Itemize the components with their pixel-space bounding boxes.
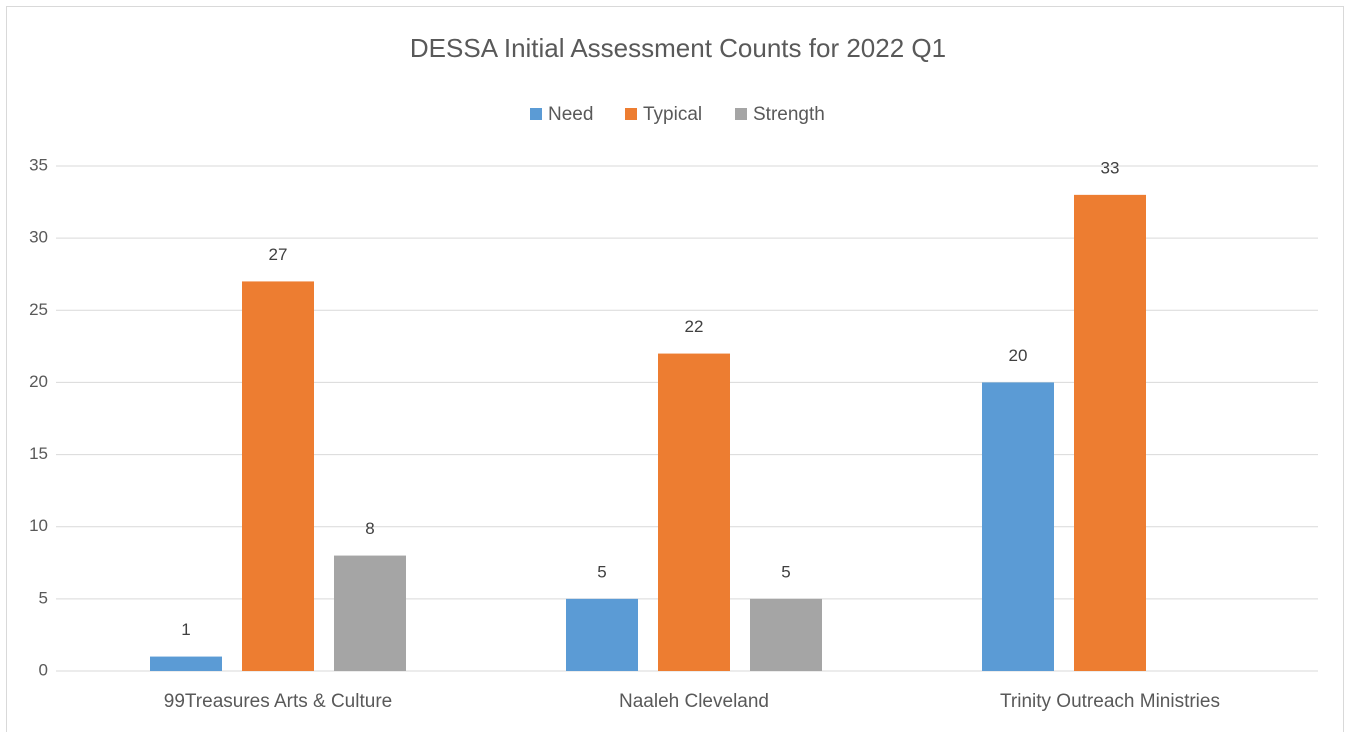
bar xyxy=(1074,194,1146,671)
legend-swatch xyxy=(530,108,542,120)
bar xyxy=(242,281,314,671)
bar xyxy=(750,598,822,671)
bar xyxy=(150,656,222,671)
legend-label: Typical xyxy=(643,104,702,125)
data-label: 22 xyxy=(685,317,704,336)
y-tick-label: 35 xyxy=(29,155,48,174)
y-tick-label: 20 xyxy=(29,372,48,391)
data-label: 33 xyxy=(1101,158,1120,177)
chart-title: DESSA Initial Assessment Counts for 2022… xyxy=(410,33,946,63)
bar xyxy=(658,353,730,671)
bar xyxy=(566,598,638,671)
x-tick-label: Trinity Outreach Ministries xyxy=(1000,691,1220,712)
data-label: 5 xyxy=(781,562,790,581)
y-tick-label: 0 xyxy=(39,660,48,679)
bar xyxy=(982,382,1054,671)
legend-swatch xyxy=(735,108,747,120)
y-tick-label: 25 xyxy=(29,300,48,319)
bar xyxy=(334,555,406,671)
data-label: 8 xyxy=(365,519,374,538)
y-tick-label: 15 xyxy=(29,444,48,463)
y-tick-label: 5 xyxy=(39,588,48,607)
data-label: 27 xyxy=(269,245,288,264)
data-label: 1 xyxy=(181,620,190,639)
legend-label: Strength xyxy=(753,104,825,125)
data-label: 5 xyxy=(597,562,606,581)
y-tick-label: 30 xyxy=(29,228,48,247)
x-tick-label: 99Treasures Arts & Culture xyxy=(164,691,392,712)
y-tick-label: 10 xyxy=(29,516,48,535)
data-label: 20 xyxy=(1009,346,1028,365)
legend-label: Need xyxy=(548,104,593,125)
legend-swatch xyxy=(625,108,637,120)
x-tick-label: Naaleh Cleveland xyxy=(619,691,769,712)
